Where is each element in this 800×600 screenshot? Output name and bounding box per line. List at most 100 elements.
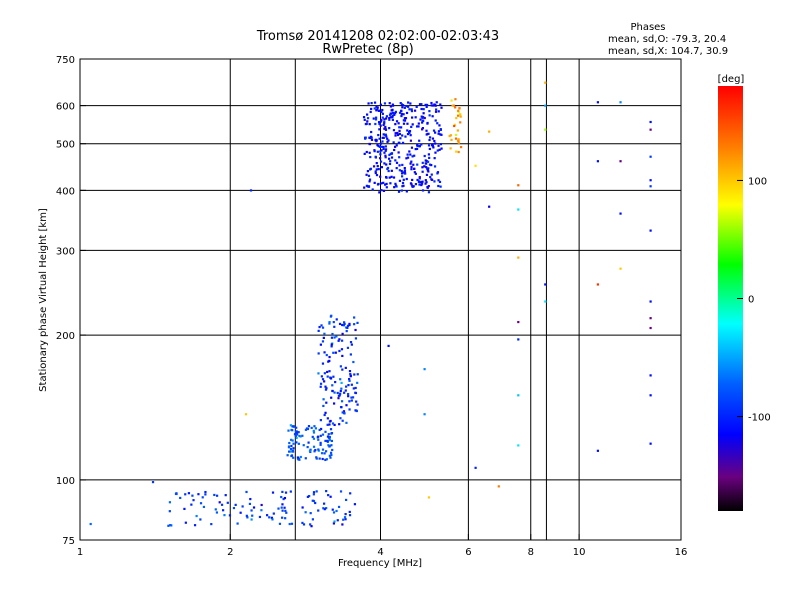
data-point [327, 444, 330, 447]
data-point [366, 113, 369, 116]
data-point [377, 121, 381, 124]
data-point [329, 451, 333, 454]
data-point [403, 170, 407, 173]
data-point [455, 150, 458, 153]
data-point [220, 503, 224, 506]
data-point [374, 116, 378, 119]
data-point [405, 177, 408, 181]
data-point [384, 156, 387, 159]
data-point [378, 191, 381, 194]
data-point [298, 458, 301, 461]
data-point [421, 166, 424, 169]
data-point [379, 150, 382, 153]
data-point [649, 128, 652, 131]
data-point [322, 404, 325, 408]
data-point [215, 511, 219, 514]
data-point [382, 147, 385, 151]
data-point [228, 514, 232, 517]
data-point [353, 323, 356, 326]
data-point [419, 118, 422, 121]
data-point [434, 142, 437, 145]
data-point [260, 503, 263, 507]
data-point [619, 160, 622, 163]
data-point [277, 507, 280, 510]
data-point [348, 379, 351, 382]
data-point [413, 171, 416, 174]
data-point [373, 101, 377, 104]
data-point [377, 133, 380, 137]
data-point [330, 453, 333, 457]
data-point [318, 325, 321, 329]
data-point [434, 104, 437, 107]
data-point [319, 434, 322, 437]
data-point [350, 399, 353, 402]
data-point [324, 385, 327, 388]
data-point [423, 413, 426, 416]
data-point [428, 147, 431, 151]
data-point [388, 113, 392, 116]
data-point [195, 514, 198, 518]
data-point [291, 450, 295, 453]
chart-subtitle: RwPretec (8p) [322, 42, 413, 57]
data-point [437, 130, 441, 133]
data-point [326, 439, 329, 442]
data-point [380, 149, 383, 152]
data-point [252, 506, 256, 509]
data-point [391, 111, 395, 114]
data-point [649, 326, 652, 330]
data-point [439, 185, 442, 188]
data-point [321, 457, 324, 461]
data-point [345, 421, 348, 424]
data-point [394, 132, 397, 135]
data-point [439, 133, 442, 136]
data-point [289, 424, 292, 427]
data-point [373, 181, 376, 184]
data-point [341, 523, 344, 526]
data-point [393, 186, 396, 189]
data-point [414, 172, 417, 175]
data-point [335, 318, 338, 321]
data-point [151, 481, 155, 484]
data-point [406, 132, 410, 136]
data-point [398, 169, 401, 172]
data-point [351, 396, 355, 399]
data-point [326, 370, 329, 374]
data-point [417, 125, 420, 128]
data-point [319, 443, 322, 446]
legend-title: Phases [630, 22, 665, 33]
data-point [314, 448, 317, 452]
data-point [385, 176, 388, 179]
data-point [281, 516, 284, 519]
data-point [396, 131, 399, 135]
data-point [394, 134, 397, 137]
data-point [286, 454, 289, 457]
data-point [326, 435, 330, 438]
data-point [192, 499, 195, 502]
data-point [331, 332, 334, 336]
data-point [424, 179, 427, 182]
data-point [440, 147, 443, 150]
data-point [410, 109, 414, 113]
data-point [400, 172, 404, 175]
data-point [411, 185, 414, 188]
data-point [321, 448, 325, 451]
data-point [278, 522, 282, 525]
data-point [310, 525, 313, 528]
data-point [438, 148, 441, 151]
data-point [324, 450, 328, 453]
data-point [344, 366, 347, 369]
data-point [249, 189, 253, 192]
data-point [388, 153, 391, 157]
data-point [312, 491, 316, 494]
data-point [324, 430, 327, 433]
data-point [307, 441, 310, 444]
data-point [383, 122, 386, 125]
data-point [437, 132, 440, 135]
data-point [295, 426, 298, 429]
data-point [386, 137, 389, 140]
data-point [384, 125, 387, 129]
data-point [349, 373, 352, 376]
data-point [302, 523, 306, 526]
data-point [596, 283, 599, 286]
data-point [353, 503, 357, 506]
